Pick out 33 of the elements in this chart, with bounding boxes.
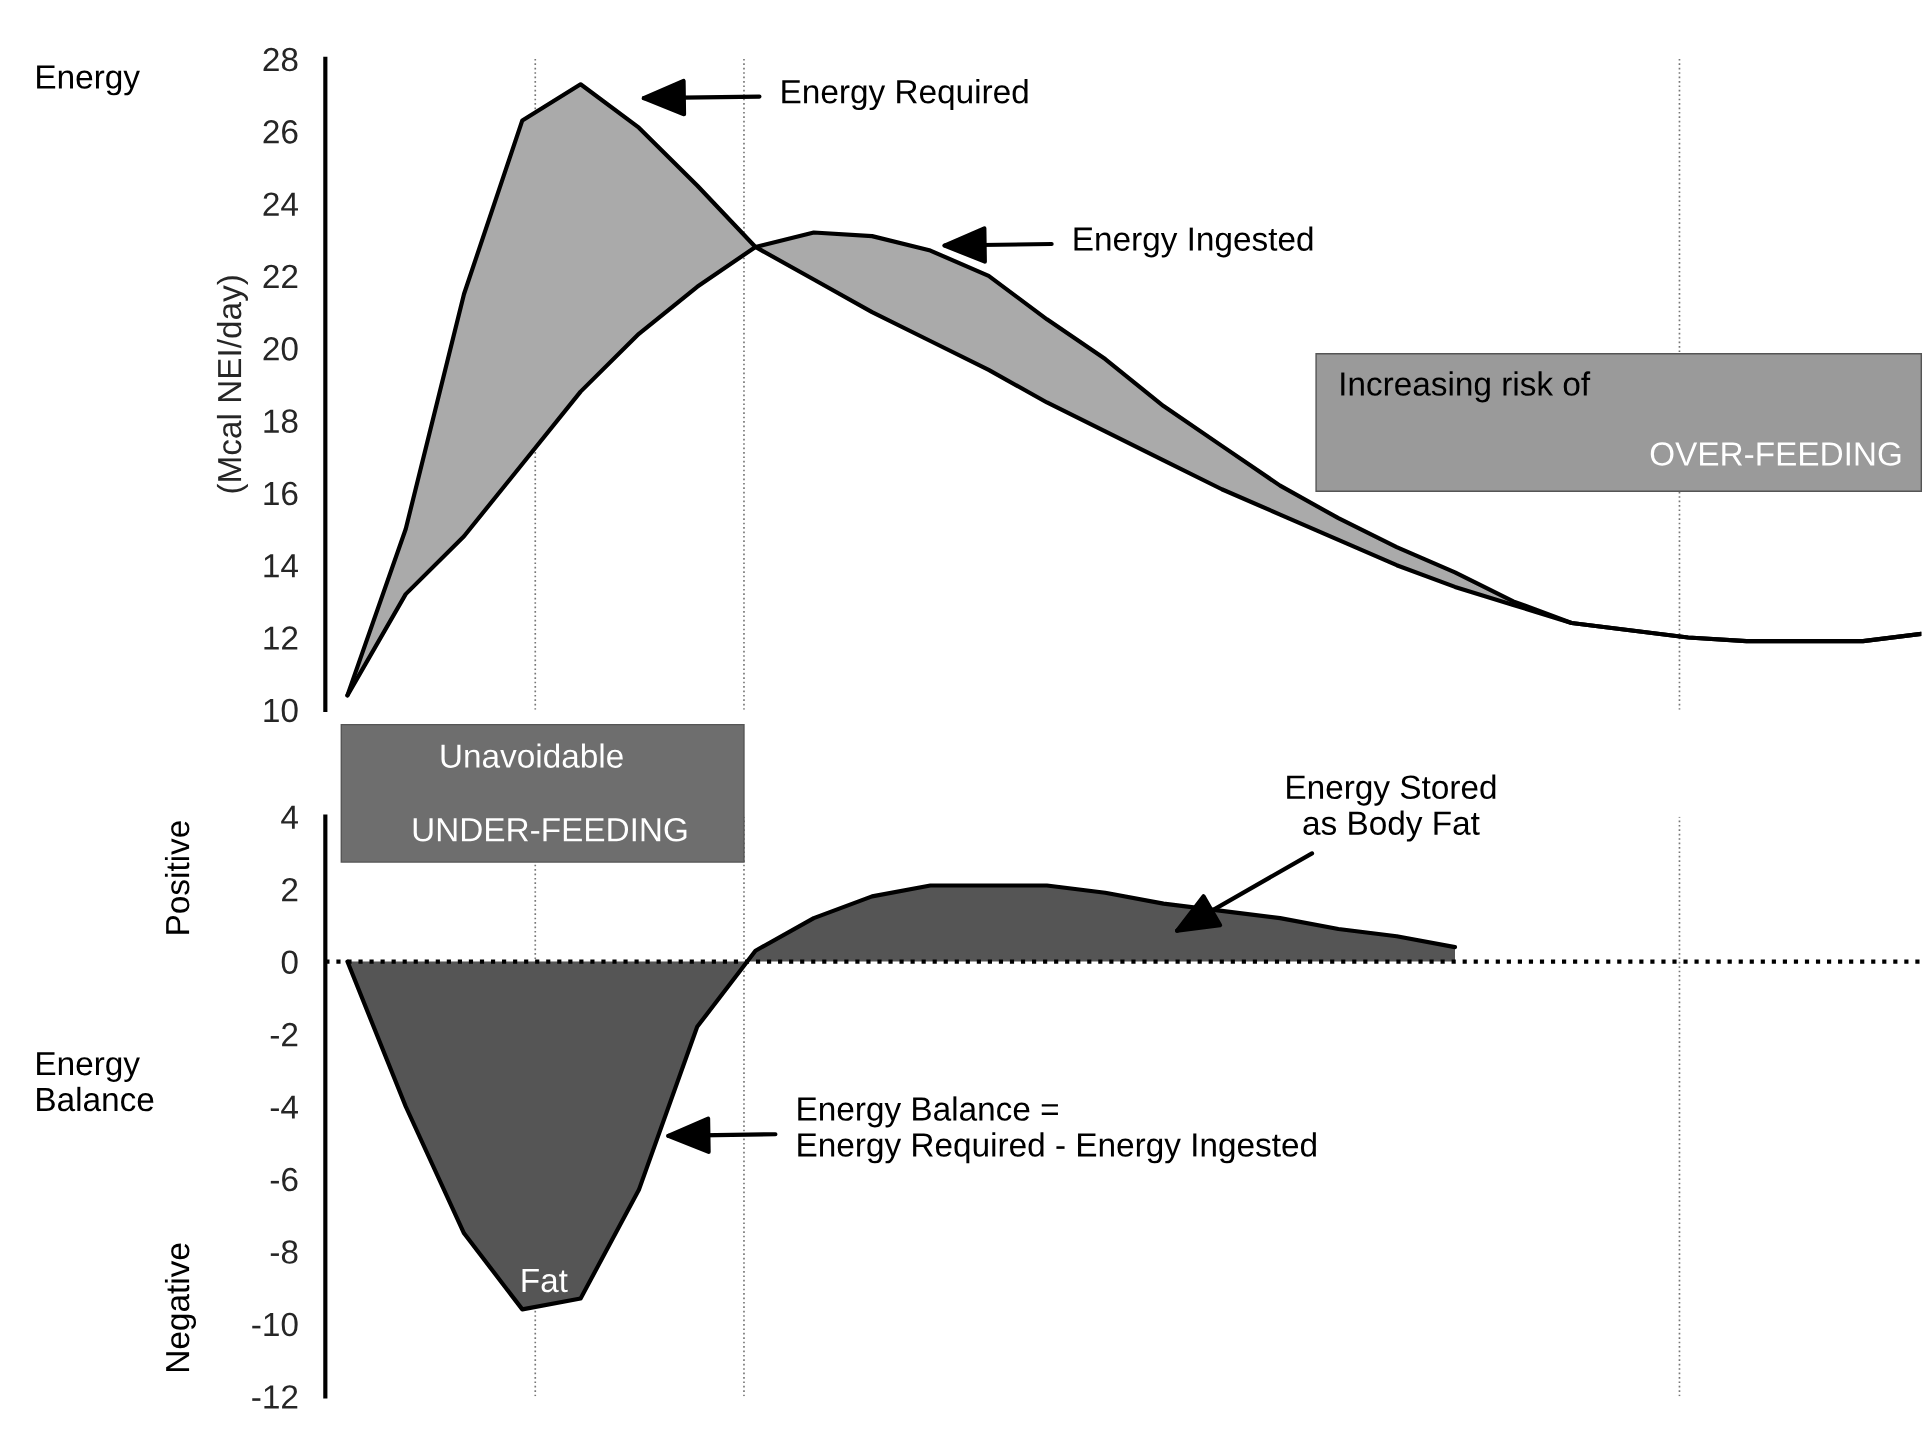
y-tick-label: 18 <box>264 409 298 433</box>
annotation: Energy Stored as Body Fat <box>1287 774 1496 842</box>
text: Energy <box>37 65 140 96</box>
annotation: Energy Required <box>782 79 1028 111</box>
y-tick-label: -10 <box>252 1312 298 1337</box>
y-tick-label: 20 <box>263 337 298 361</box>
y-axis-title: (Mcal NEI/day) <box>216 276 248 493</box>
y-tick-label: -4 <box>270 1095 298 1119</box>
y-tick-label: 14 <box>264 554 298 578</box>
text: Unavoidable <box>441 743 623 768</box>
y-tick-label: -12 <box>252 1385 298 1409</box>
y-tick-label: 4 <box>281 805 298 829</box>
y-tick-label: 12 <box>264 626 298 650</box>
y-tick-label: 0 <box>281 950 298 974</box>
annotation: Energy Balance = Energy Required - Energy Ingested <box>798 1096 1316 1164</box>
y-tick-label: -6 <box>270 1167 298 1192</box>
y-tick-label: 26 <box>263 120 298 144</box>
annotation: Energy Ingested <box>1074 226 1313 258</box>
y-tick-label: 22 <box>263 264 298 288</box>
y-tick-label: 16 <box>264 481 298 506</box>
y-tick-label: 24 <box>263 192 298 216</box>
annotation: Increasing risk of <box>1341 371 1591 403</box>
y-tick-label: 10 <box>264 698 298 723</box>
y-tick-label: 2 <box>282 877 298 902</box>
annotation: OVER-FEEDING <box>1650 442 1901 466</box>
y-tick-label: -2 <box>270 1022 298 1047</box>
annotation: Fat <box>522 1269 568 1293</box>
y-tick-label: 28 <box>263 47 298 72</box>
y-tick-label: -8 <box>270 1240 298 1264</box>
text: Positive <box>164 821 190 934</box>
text: Negative <box>164 1243 197 1371</box>
annotation: UNDER-FEEDING <box>413 817 687 842</box>
text: Energy Balance <box>37 1052 154 1112</box>
